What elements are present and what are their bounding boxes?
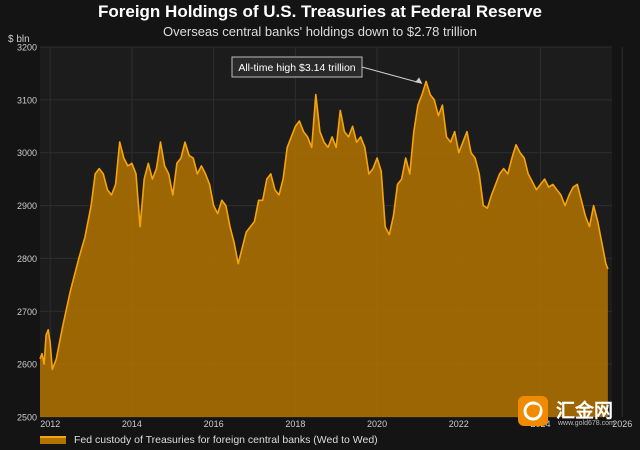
x-tick-label: 2020	[367, 419, 387, 429]
y-tick-label: 2800	[17, 254, 37, 264]
y-tick-label: 3100	[17, 95, 37, 105]
x-tick-label: 2014	[122, 419, 142, 429]
y-tick-label: 2600	[17, 360, 37, 370]
y-tick-label: 3200	[17, 43, 37, 53]
axis-ticks: 2500 2600 2700 2800 2900 3000 3100 3200 2012 2014…	[17, 43, 632, 430]
y-tick-label: 2700	[17, 307, 37, 317]
series-area	[40, 81, 608, 418]
x-tick-label: 2022	[449, 419, 469, 429]
chart-legend: Fed custody of Treasuries for foreign ce…	[40, 434, 378, 446]
y-tick-label: 2500	[17, 413, 37, 423]
legend-label: Fed custody of Treasuries for foreign ce…	[74, 434, 378, 446]
y-tick-label: 2900	[17, 201, 37, 211]
annotation-arrow	[361, 66, 423, 84]
series-line	[39, 80, 609, 371]
brand-logo-icon	[518, 396, 548, 426]
brand-name: 汇金网	[556, 400, 614, 422]
watermark: 汇金网 www.gold678.com	[518, 394, 638, 434]
annotation-layer: All-time high $3.14 trillion	[231, 56, 423, 84]
annotation-text: All-time high $3.14 trillion	[238, 62, 355, 74]
x-tick-label: 2018	[285, 419, 305, 429]
series-layer	[39, 80, 609, 418]
brand-url: www.gold678.com	[558, 420, 615, 427]
legend-swatch	[40, 436, 66, 444]
chart-subtitle: Overseas central banks' holdings down to…	[163, 24, 477, 39]
annotation-arrowhead	[415, 77, 423, 84]
x-tick-label: 2016	[204, 419, 224, 429]
x-tick-label: 2012	[40, 419, 60, 429]
chart-title: Foreign Holdings of U.S. Treasuries at F…	[97, 2, 543, 21]
x-tick-label: 2026	[612, 419, 632, 429]
y-axis-unit-label: $ bln	[8, 34, 30, 45]
y-tick-label: 3000	[17, 148, 37, 158]
